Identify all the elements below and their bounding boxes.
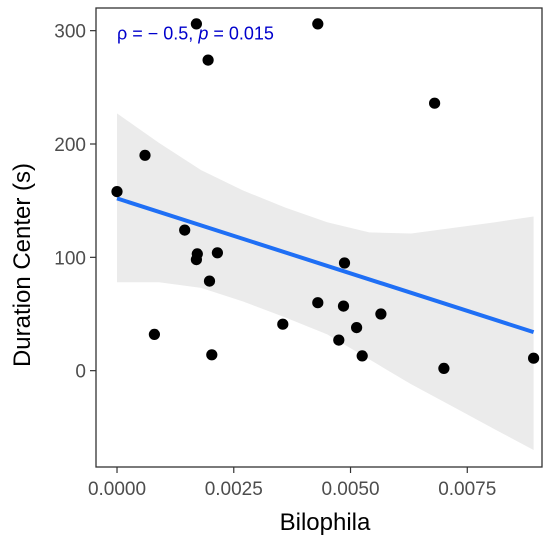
data-point: [148, 328, 160, 340]
confidence-band-layer: [117, 113, 534, 451]
y-tick-label: 0: [75, 362, 86, 383]
trend-line-layer: [116, 196, 535, 335]
x-tick-label: 0.0075: [438, 479, 496, 500]
trend-line: [116, 196, 535, 335]
x-tick-label: 0.0000: [88, 479, 146, 500]
data-point: [375, 308, 387, 320]
x-axis-label: Bilophila: [280, 509, 371, 536]
x-axis-ticks: 0.0000 0.0025 0.0050 0.0075: [88, 467, 496, 500]
plot-panel-border: [95, 7, 543, 468]
data-point: [191, 248, 203, 260]
y-tick-label: 200: [54, 135, 86, 156]
data-point: [139, 149, 151, 161]
x-tick-label: 0.0050: [321, 479, 379, 500]
y-axis-ticks: 0 100 200 300: [54, 22, 96, 383]
data-point: [429, 97, 441, 109]
points-layer: [111, 18, 540, 374]
data-point: [528, 352, 540, 364]
x-tick-label: 0.0025: [205, 479, 263, 500]
annotation-part: ρ = − 0.5,: [117, 24, 198, 44]
y-tick-label: 300: [54, 22, 86, 43]
correlation-annotation: ρ = − 0.5, p = 0.015: [117, 24, 274, 44]
y-tick-label: 100: [54, 248, 86, 269]
data-point: [211, 247, 223, 259]
data-point: [338, 257, 351, 269]
data-point: [438, 362, 450, 374]
data-point: [351, 322, 363, 334]
data-point: [111, 186, 123, 198]
data-point: [356, 350, 368, 362]
data-point: [312, 297, 324, 309]
data-point: [277, 318, 289, 330]
annotation-part: = 0.015: [208, 24, 274, 44]
data-point: [333, 334, 345, 346]
confidence-band: [117, 113, 534, 451]
data-point: [206, 349, 218, 361]
data-point: [190, 18, 202, 30]
y-axis-label: Duration Center (s): [9, 163, 36, 367]
data-point: [179, 224, 191, 236]
data-point: [203, 275, 216, 287]
data-point: [312, 18, 324, 30]
data-point: [337, 300, 350, 312]
annotation-part: p: [197, 24, 208, 44]
data-point: [202, 54, 214, 66]
